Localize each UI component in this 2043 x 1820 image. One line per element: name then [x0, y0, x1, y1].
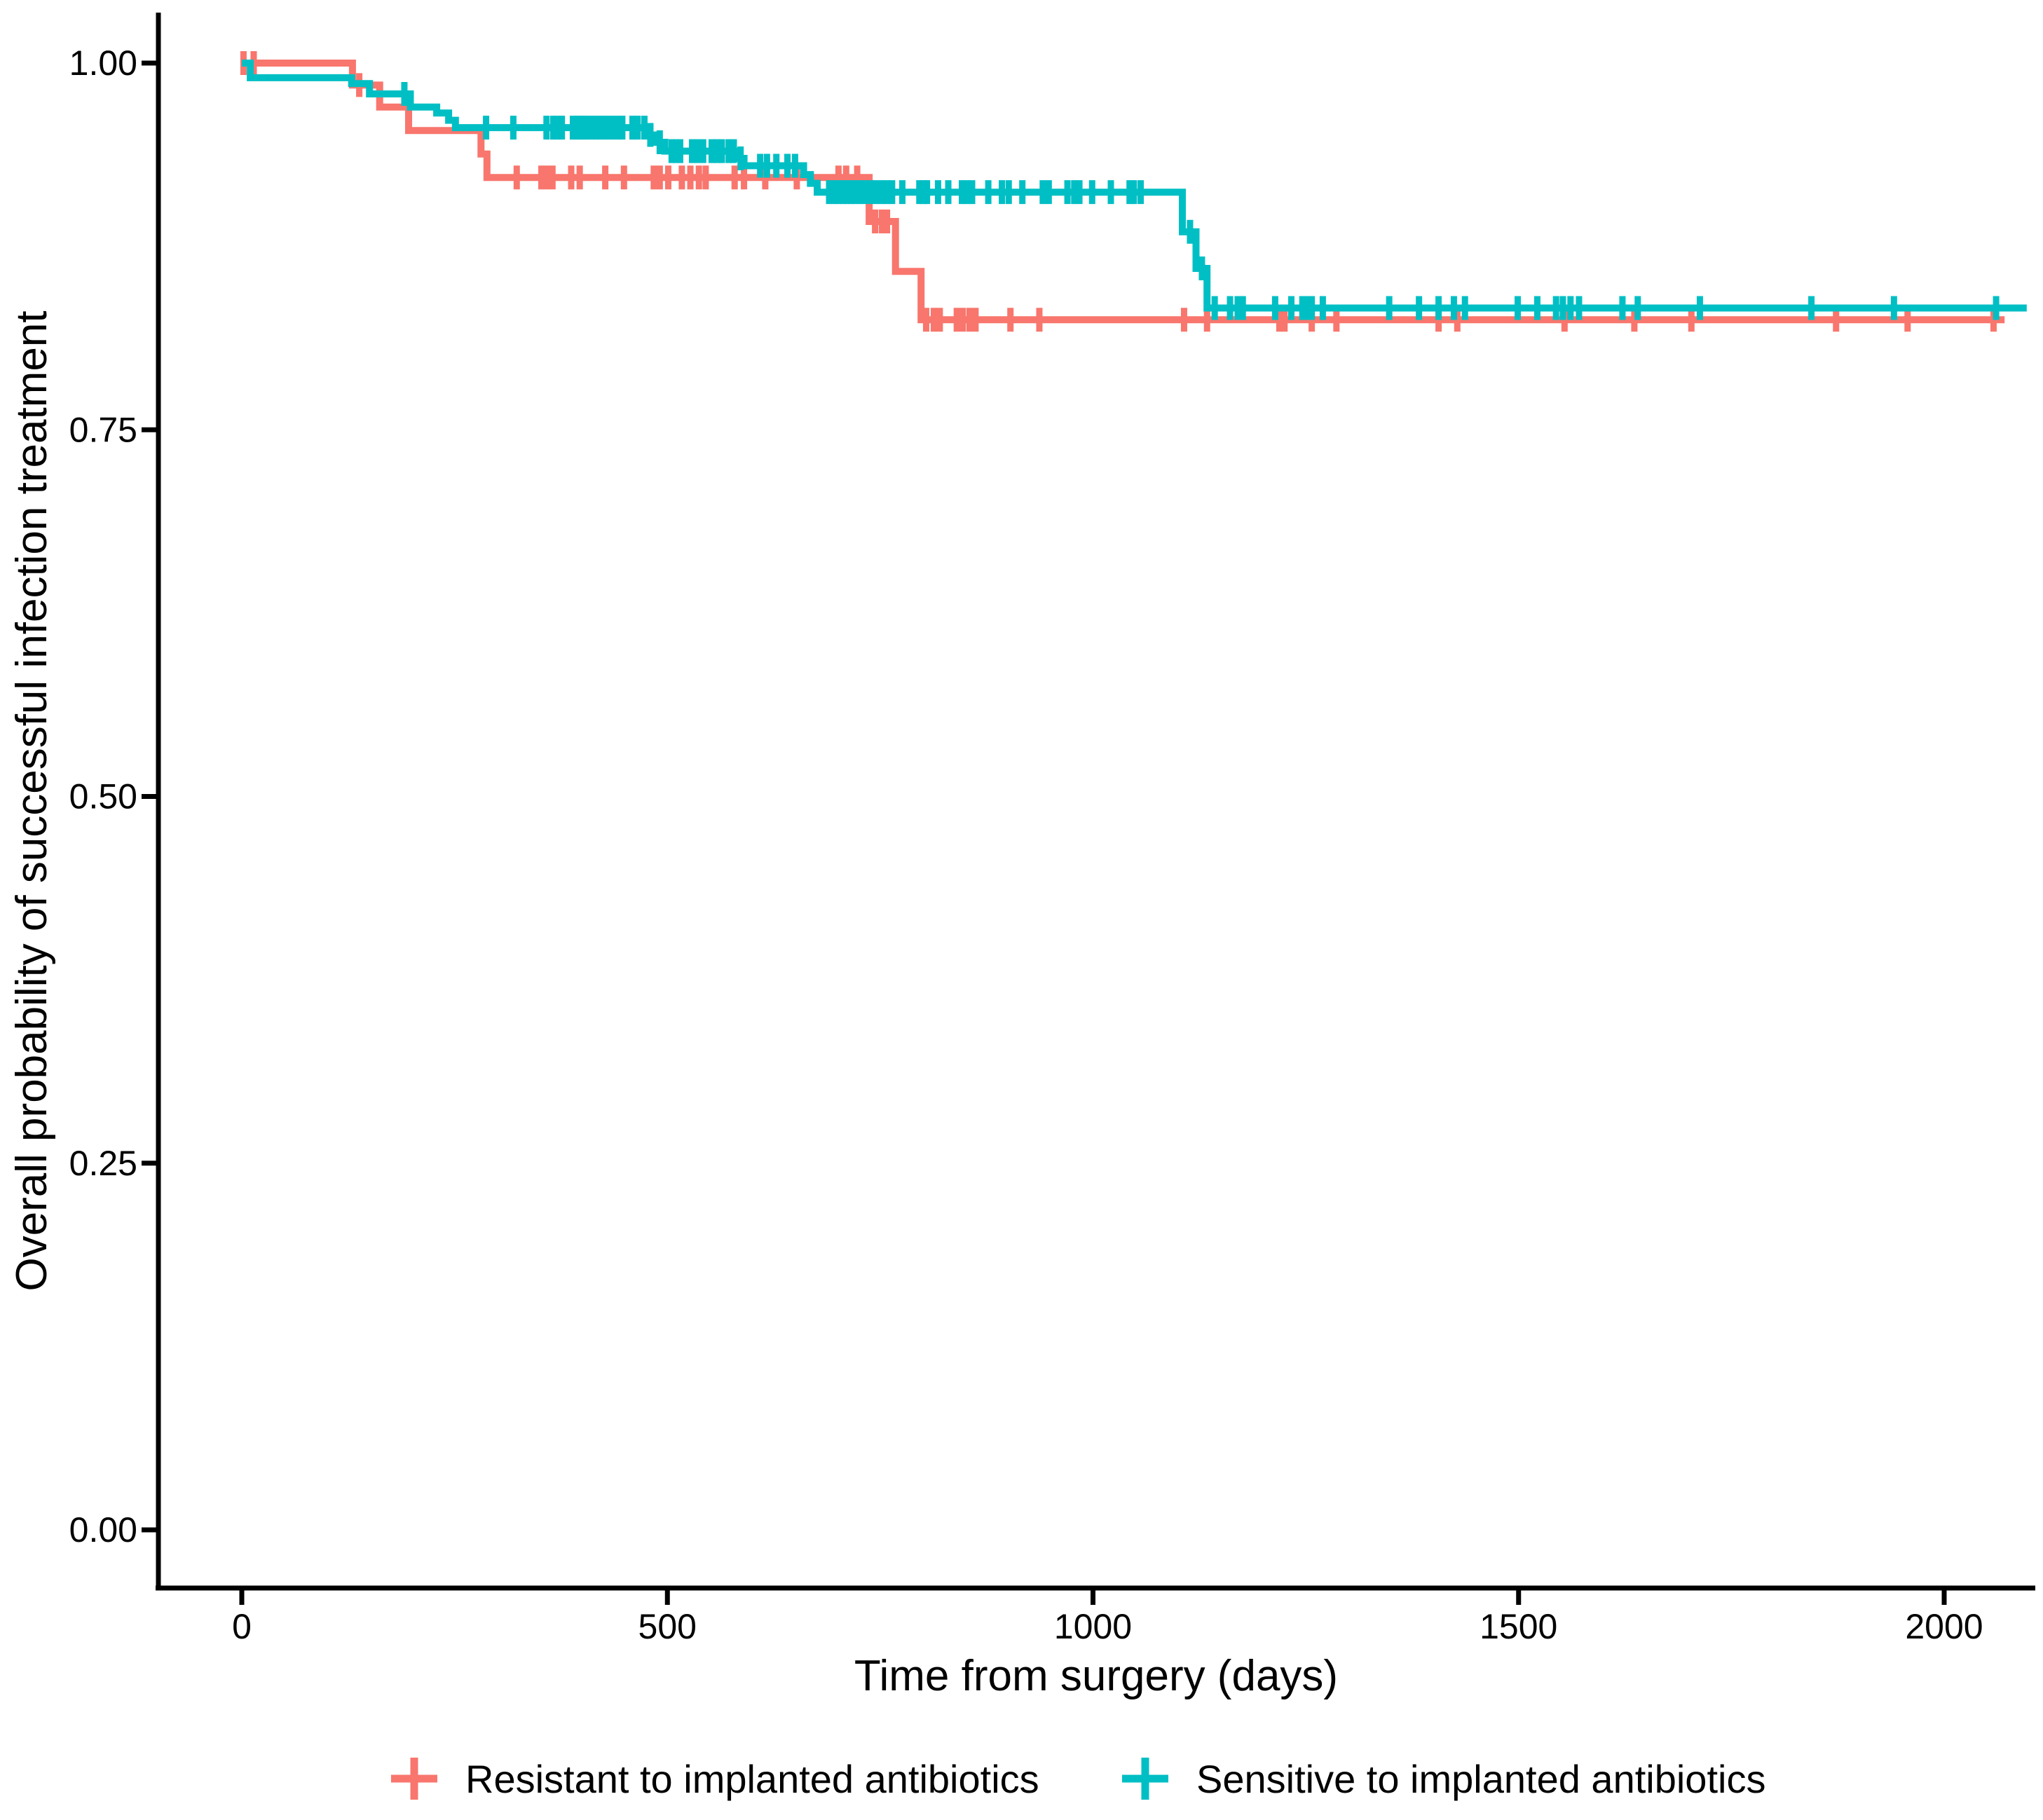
y-tick-label: 0.25	[69, 1144, 137, 1183]
legend-label-resistant: Resistant to implanted antibiotics	[465, 1757, 1039, 1801]
series-sensitive	[242, 60, 2027, 320]
x-tick-label: 0	[232, 1607, 252, 1646]
legend-item-sensitive: Sensitive to implanted antibiotics	[1122, 1757, 1765, 1801]
x-tick-label: 2000	[1905, 1607, 1983, 1646]
y-tick-label: 0.50	[69, 777, 137, 816]
series-layer	[240, 51, 2027, 332]
survival-curve-resistant	[242, 60, 2005, 324]
x-axis-title: Time from surgery (days)	[854, 1652, 1338, 1700]
x-tick-label: 1500	[1480, 1607, 1557, 1646]
legend: Resistant to implanted antibiotics Sensi…	[391, 1757, 1765, 1801]
x-tick-label: 1000	[1054, 1607, 1132, 1646]
legend-item-resistant: Resistant to implanted antibiotics	[391, 1757, 1039, 1801]
plus-symbol-sensitive-icon	[1122, 1758, 1168, 1800]
y-tick-label: 0.00	[69, 1510, 137, 1549]
x-tick-label: 500	[638, 1607, 697, 1646]
y-axis-title: Overall probability of successful infect…	[8, 310, 56, 1291]
legend-label-sensitive: Sensitive to implanted antibiotics	[1196, 1757, 1765, 1801]
y-tick-label: 1.00	[69, 43, 137, 83]
axes-layer: 1.00 0.75 0.50 0.25 0.00 0 500 1000 1500 2000	[69, 13, 2035, 1646]
plus-symbol-resistant-icon	[391, 1758, 437, 1800]
y-tick-label: 0.75	[69, 410, 137, 449]
